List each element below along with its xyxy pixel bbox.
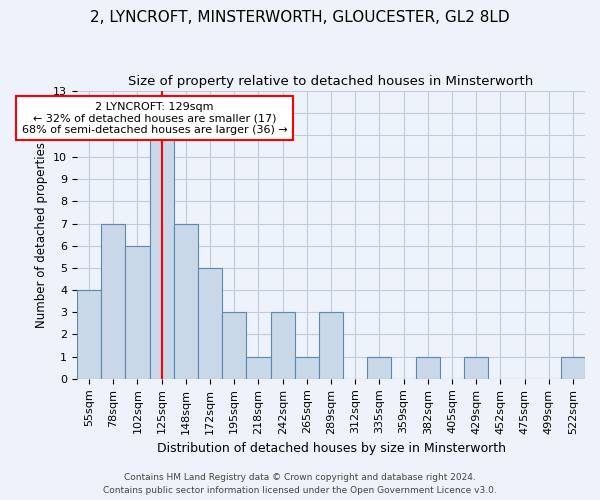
Bar [222, 312, 247, 379]
Bar [198, 268, 222, 379]
Text: Contains HM Land Registry data © Crown copyright and database right 2024.
Contai: Contains HM Land Registry data © Crown c… [103, 474, 497, 495]
Text: 2, LYNCROFT, MINSTERWORTH, GLOUCESTER, GL2 8LD: 2, LYNCROFT, MINSTERWORTH, GLOUCESTER, G… [90, 10, 510, 25]
Bar [77, 290, 101, 379]
Text: 2 LYNCROFT: 129sqm
← 32% of detached houses are smaller (17)
68% of semi-detache: 2 LYNCROFT: 129sqm ← 32% of detached hou… [22, 102, 287, 135]
X-axis label: Distribution of detached houses by size in Minsterworth: Distribution of detached houses by size … [157, 442, 506, 455]
Bar [416, 356, 440, 379]
Y-axis label: Number of detached properties: Number of detached properties [35, 142, 47, 328]
Bar [149, 135, 174, 379]
Bar [101, 224, 125, 379]
Bar [464, 356, 488, 379]
Bar [295, 356, 319, 379]
Bar [271, 312, 295, 379]
Bar [319, 312, 343, 379]
Title: Size of property relative to detached houses in Minsterworth: Size of property relative to detached ho… [128, 75, 533, 88]
Bar [247, 356, 271, 379]
Bar [125, 246, 149, 379]
Bar [174, 224, 198, 379]
Bar [561, 356, 585, 379]
Bar [367, 356, 391, 379]
